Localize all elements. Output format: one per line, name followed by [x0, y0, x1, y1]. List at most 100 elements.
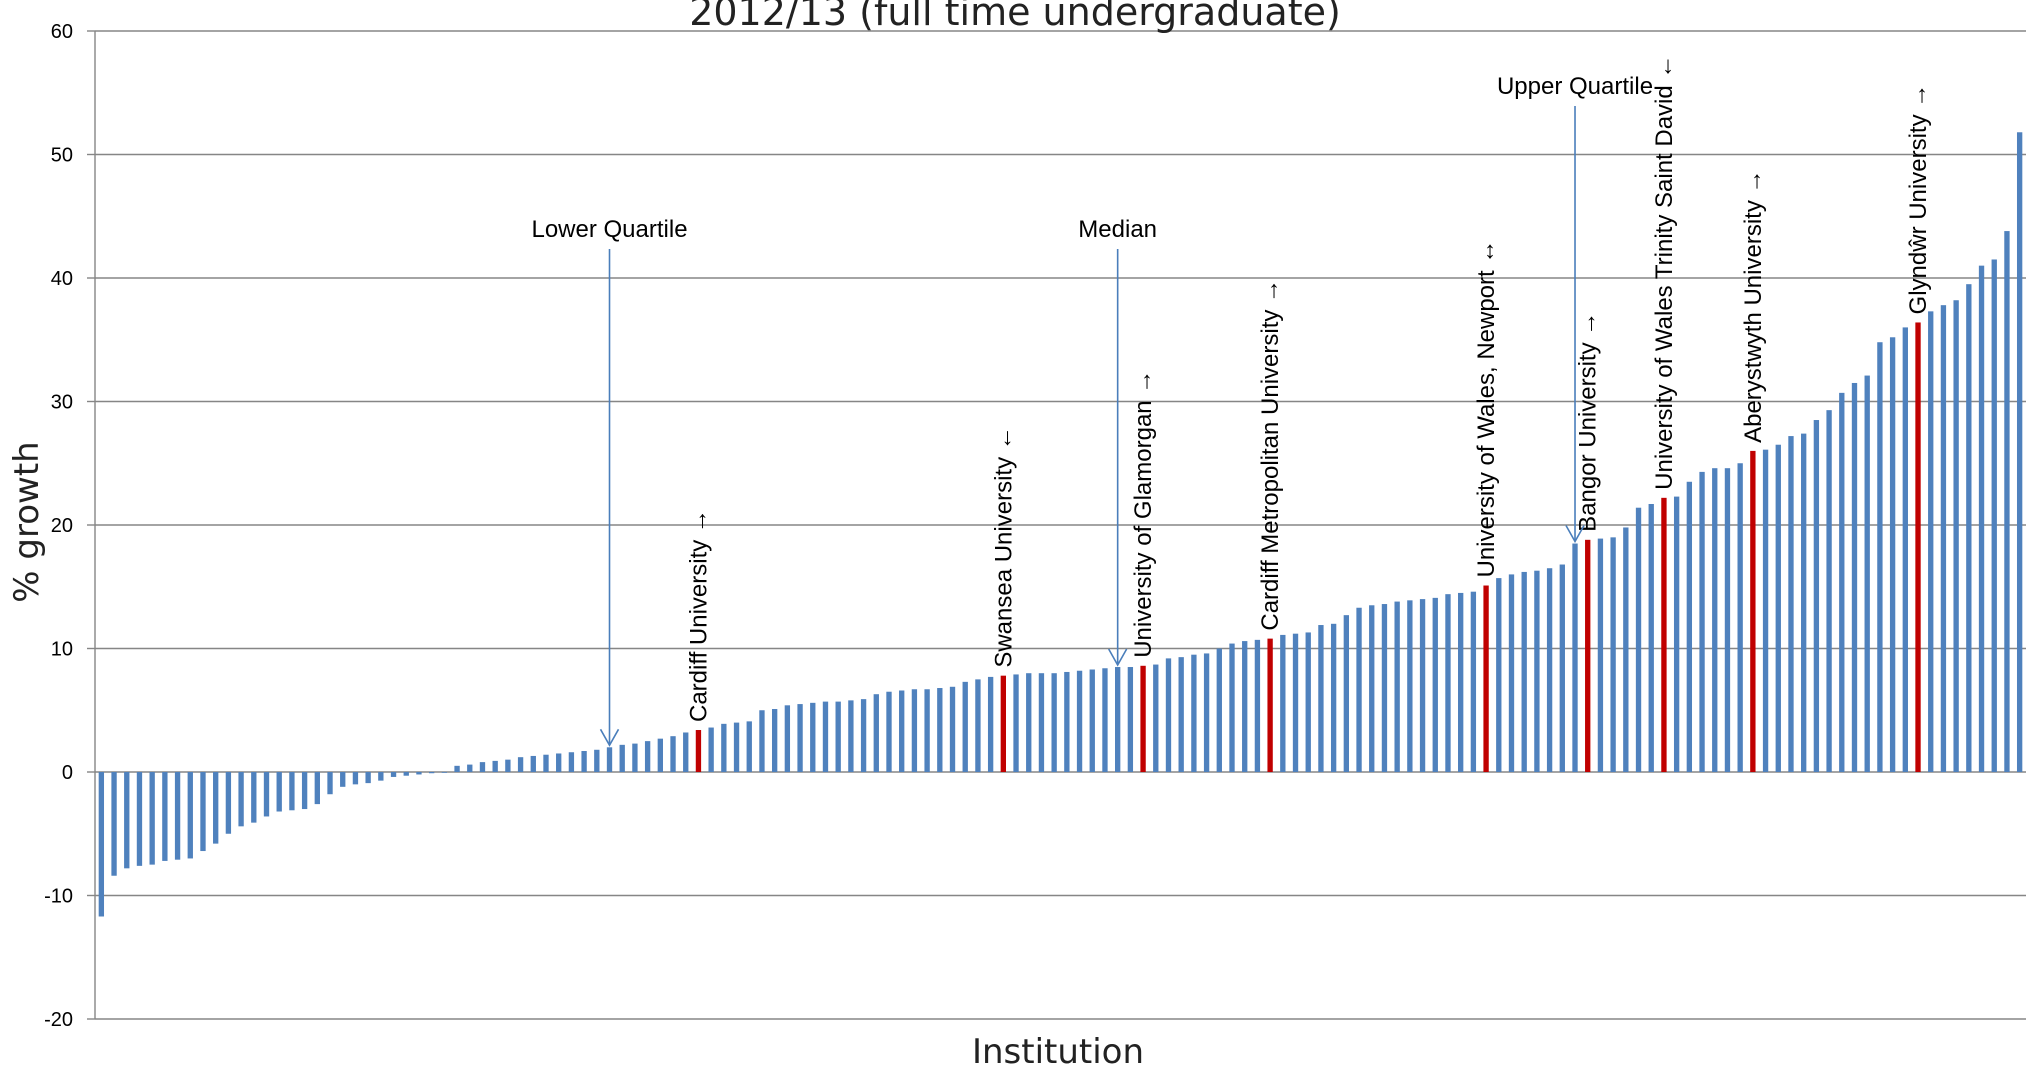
bar: [1496, 578, 1502, 772]
highlighted-bar: [1915, 322, 1921, 772]
bar: [1394, 601, 1400, 772]
bar: [492, 760, 498, 772]
bar: [1102, 668, 1108, 772]
bar: [1445, 594, 1451, 772]
bar: [594, 749, 600, 772]
bar: [1114, 667, 1121, 772]
bar: [2016, 132, 2023, 772]
bar: [1928, 311, 1934, 772]
bar: [1597, 538, 1604, 772]
bar: [517, 757, 524, 772]
arrow-head: [1565, 525, 1585, 544]
bar: [733, 722, 740, 772]
institution-label: Aberystwyth University →: [1740, 169, 1767, 442]
x-axis-title: Institution: [972, 1032, 1144, 1068]
bar: [1534, 570, 1540, 772]
bar: [860, 699, 867, 772]
bar: [924, 689, 930, 772]
bar: [1318, 625, 1324, 772]
institution-label: Glyndŵr University →: [1905, 84, 1932, 315]
bar: [1940, 305, 1947, 772]
axes: -20 -10 0 10 20 30 40 50 60: [44, 21, 96, 1031]
bar: [467, 764, 473, 772]
bar: [1877, 342, 1883, 772]
bar: [962, 681, 968, 772]
bar: [1686, 481, 1693, 772]
bar: [1203, 653, 1210, 772]
bar: [1280, 634, 1286, 772]
bar: [911, 689, 918, 772]
bar: [1470, 591, 1477, 772]
y-tick-label: 60: [51, 21, 73, 43]
y-tick-label: 0: [62, 762, 73, 784]
bar: [1762, 449, 1769, 772]
bar: [810, 702, 816, 772]
bar: [416, 772, 422, 775]
bar: [822, 701, 829, 772]
bar: [568, 752, 575, 772]
bar: [1343, 615, 1350, 772]
arrow-head: [599, 728, 620, 747]
bar: [1889, 337, 1896, 772]
bar: [251, 772, 257, 823]
bar: [797, 704, 803, 772]
bar: [365, 772, 371, 784]
bar: [1623, 527, 1629, 772]
quartile-label: Median: [1078, 216, 1157, 243]
bar: [1458, 592, 1464, 772]
bar: [479, 762, 486, 772]
bar: [683, 732, 689, 772]
bar: [301, 772, 308, 810]
bar: [162, 772, 168, 861]
highlighted-bar: [1000, 675, 1007, 772]
bar: [276, 772, 282, 812]
bar: [263, 772, 270, 817]
bar: [1165, 658, 1172, 772]
bar: [721, 723, 727, 772]
quartile-label: Upper Quartile: [1497, 73, 1653, 100]
highlighted-bar: [1140, 665, 1146, 772]
bar: [619, 744, 625, 772]
y-axis-title: % growth: [7, 441, 47, 602]
bar-series: [98, 132, 2023, 917]
bar: [1521, 571, 1527, 772]
highlighted-bar: [1750, 450, 1756, 772]
bar: [340, 772, 346, 787]
bar: [378, 772, 384, 781]
bar: [1610, 537, 1616, 772]
bar: [987, 676, 994, 772]
bar: [1330, 623, 1337, 772]
bar: [1419, 599, 1426, 772]
bar: [238, 772, 244, 827]
institution-label: Bangor University →: [1575, 312, 1602, 532]
y-tick-label: -20: [44, 1009, 73, 1031]
bar: [1292, 633, 1299, 772]
bar: [848, 700, 854, 772]
bar: [1788, 436, 1794, 772]
institution-label: University of Glamorgan →: [1130, 370, 1157, 658]
bar: [1191, 654, 1197, 772]
bar: [899, 690, 905, 772]
bar: [352, 772, 359, 785]
y-tick-label: 30: [51, 392, 73, 414]
y-tick-label: 10: [51, 639, 73, 661]
bar: [1851, 382, 1858, 772]
bar: [213, 772, 219, 844]
bar: [746, 721, 752, 772]
bar: [1775, 444, 1781, 772]
bar: [174, 772, 181, 860]
bar: [1978, 265, 1985, 772]
bar: [937, 688, 943, 772]
bar: [1064, 671, 1070, 772]
bar: [390, 772, 397, 777]
bar: [1991, 259, 1997, 773]
institution-label: University of Wales Trinity Saint David …: [1651, 55, 1678, 490]
bar: [1153, 664, 1159, 772]
bar: [632, 743, 638, 772]
bar: [835, 701, 841, 772]
bar: [428, 772, 435, 774]
bar: [1737, 463, 1743, 772]
bar: [1572, 543, 1578, 772]
bar: [124, 772, 130, 869]
bar: [1356, 607, 1362, 772]
